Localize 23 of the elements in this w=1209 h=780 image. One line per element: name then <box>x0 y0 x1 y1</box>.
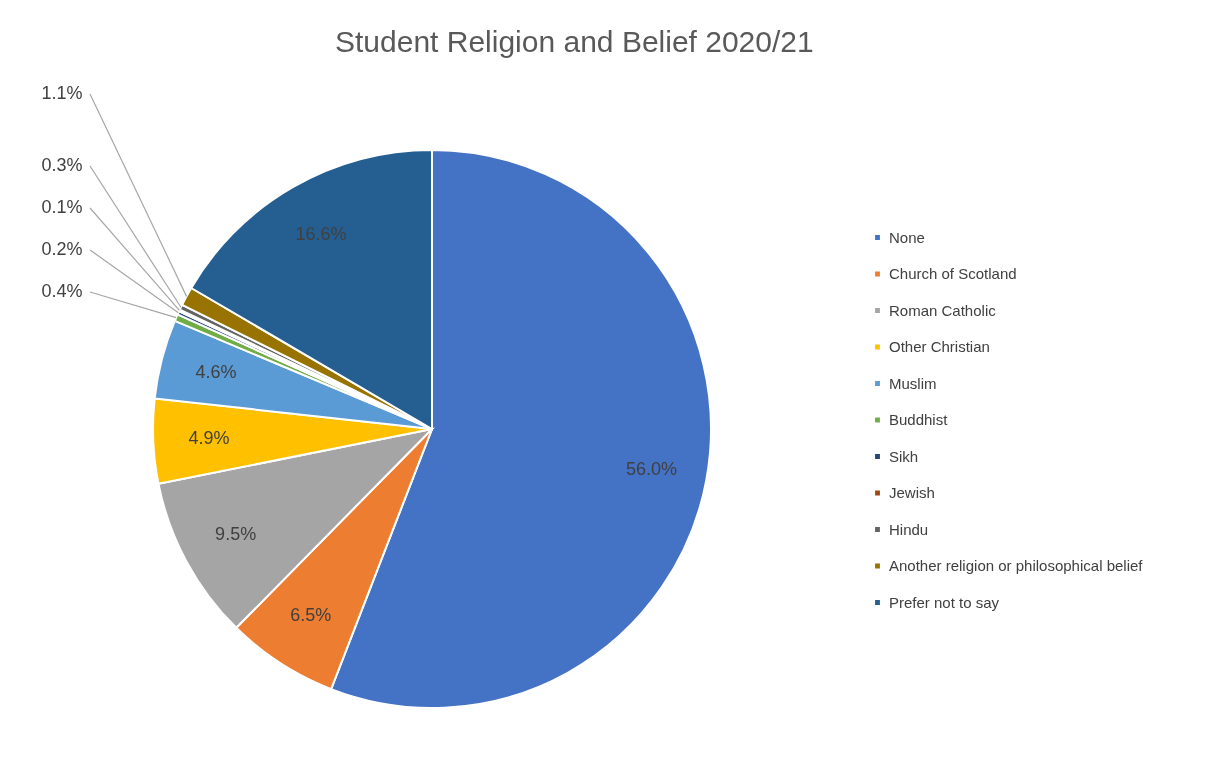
legend-label: Prefer not to say <box>889 593 1000 611</box>
legend-label: Muslim <box>889 374 937 392</box>
data-label: 0.3% <box>41 155 83 175</box>
legend-label: None <box>889 228 925 246</box>
legend-label: Church of Scotland <box>889 265 1017 282</box>
data-label: 6.5% <box>290 605 332 626</box>
legend-label: Other Christian <box>889 338 990 355</box>
legend-label: Sikh <box>889 447 919 465</box>
legend-label: Hindu <box>889 520 929 538</box>
data-label: 0.2% <box>41 239 83 259</box>
data-label: 4.9% <box>188 427 230 448</box>
data-label: 0.1% <box>41 197 83 217</box>
legend-label: Another religion or philosophical belief <box>889 557 1144 574</box>
legend-label: Roman Catholic <box>889 301 997 319</box>
chart-title: Student Religion and Belief 2020/21 <box>335 25 814 58</box>
data-label: 9.5% <box>215 524 257 545</box>
legend-label: Jewish <box>889 484 935 501</box>
data-label: 56.0% <box>625 459 677 480</box>
data-label: 4.6% <box>195 361 237 382</box>
data-label: 16.6% <box>295 224 347 245</box>
legend-label: Buddhist <box>889 411 949 428</box>
data-label: 0.4% <box>41 281 83 301</box>
data-label: 1.1% <box>41 83 83 103</box>
